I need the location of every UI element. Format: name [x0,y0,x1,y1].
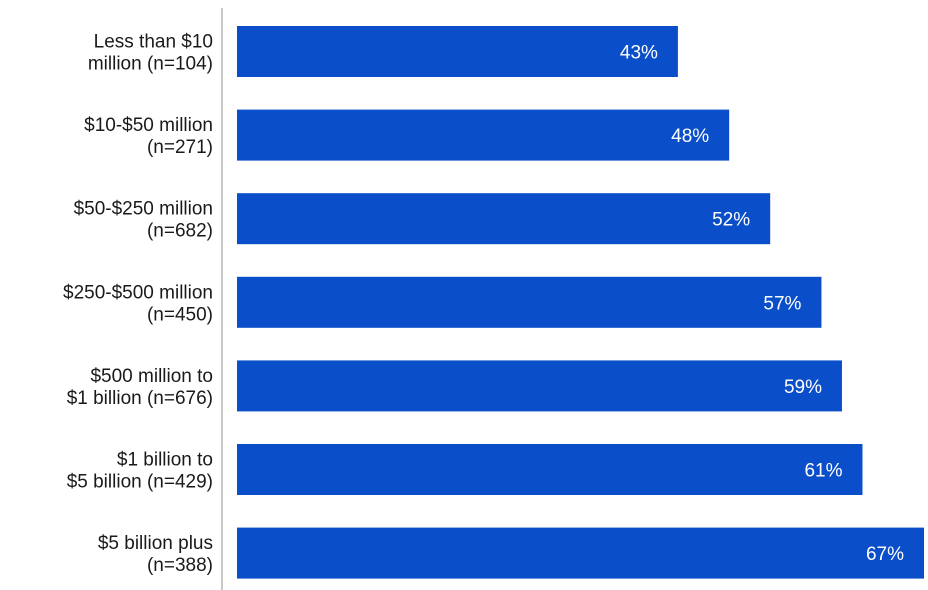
category-label-line: $250-$500 million [63,282,213,303]
bar [237,527,924,579]
category-label: Less than $10 million (n=104) [88,32,213,75]
value-label: 48% [671,126,709,147]
bar [237,360,842,412]
category-label: $10-$50 million (n=271) [84,115,213,158]
value-label: 59% [784,377,822,398]
value-label: 67% [866,544,904,565]
bar [237,193,771,245]
value-label: 52% [712,210,750,231]
category-label-line: $10-$50 million [84,115,213,136]
category-label-line: $5 billion (n=429) [67,472,213,493]
value-label: 61% [804,461,842,482]
bars-group [237,26,924,579]
category-label-line: (n=388) [147,555,213,576]
category-label-line: (n=450) [147,304,213,325]
category-label: $250-$500 million (n=450) [63,282,213,325]
value-label: 43% [620,43,658,64]
category-label-line: $500 million to [90,366,213,387]
category-label-line: $1 billion (n=676) [67,388,213,409]
bar [237,444,863,495]
category-label-line: Less than $10 [94,32,213,53]
category-label-line: $5 billion plus [98,533,213,554]
bar [237,109,730,161]
category-label: $5 billion plus (n=388) [98,533,213,576]
value-labels-group: 43% 48% 52% 57% 59% 61% 67% [620,43,904,566]
bar [237,276,822,328]
category-label: $500 million to $1 billion (n=676) [67,366,213,409]
category-label: $1 billion to $5 billion (n=429) [67,450,213,493]
category-label-line: million (n=104) [88,54,213,75]
category-label-line: (n=682) [147,221,213,242]
bar [237,26,678,77]
category-labels-group: Less than $10 million (n=104) $10-$50 mill… [63,32,213,577]
value-label: 57% [763,293,801,314]
category-label-line: $50-$250 million [74,199,213,220]
category-label-line: (n=271) [147,137,213,158]
category-label: $50-$250 million (n=682) [74,199,213,242]
category-label-line: $1 billion to [117,450,213,471]
